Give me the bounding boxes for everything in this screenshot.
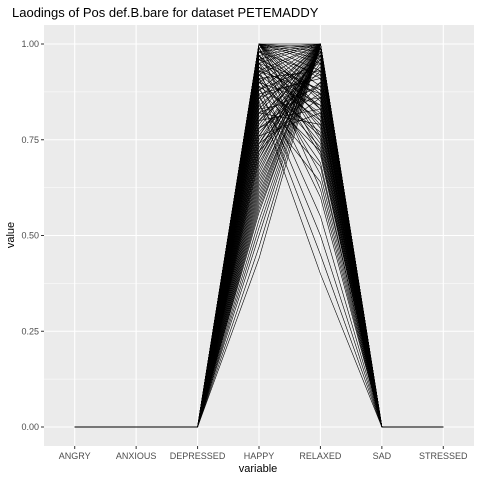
x-axis: ANGRY ANXIOUS DEPRESSED HAPPY RELAXED SAD STRE…: [59, 446, 468, 461]
x-tick-label: RELAXED: [299, 451, 342, 461]
x-tick-label: STRESSED: [419, 451, 468, 461]
series-lines: [74, 43, 444, 428]
y-tick-label: 1.00: [21, 39, 39, 49]
chart-title: Laodings of Pos def.B.bare for dataset P…: [12, 5, 319, 20]
y-tick-label: 0.00: [21, 422, 39, 432]
x-tick-label: DEPRESSED: [170, 451, 226, 461]
x-tick-label: ANXIOUS: [116, 451, 157, 461]
x-axis-title: variable: [239, 463, 278, 475]
series-line: [74, 78, 444, 428]
y-axis: 0.00 0.25 0.50 0.75 1.00: [21, 39, 44, 432]
x-tick-label: ANGRY: [59, 451, 91, 461]
x-tick-label: HAPPY: [244, 451, 275, 461]
x-tick-label: SAD: [373, 451, 392, 461]
y-tick-label: 0.50: [21, 231, 39, 241]
y-axis-title: value: [5, 222, 17, 248]
y-tick-label: 0.25: [21, 326, 39, 336]
y-tick-label: 0.75: [21, 135, 39, 145]
